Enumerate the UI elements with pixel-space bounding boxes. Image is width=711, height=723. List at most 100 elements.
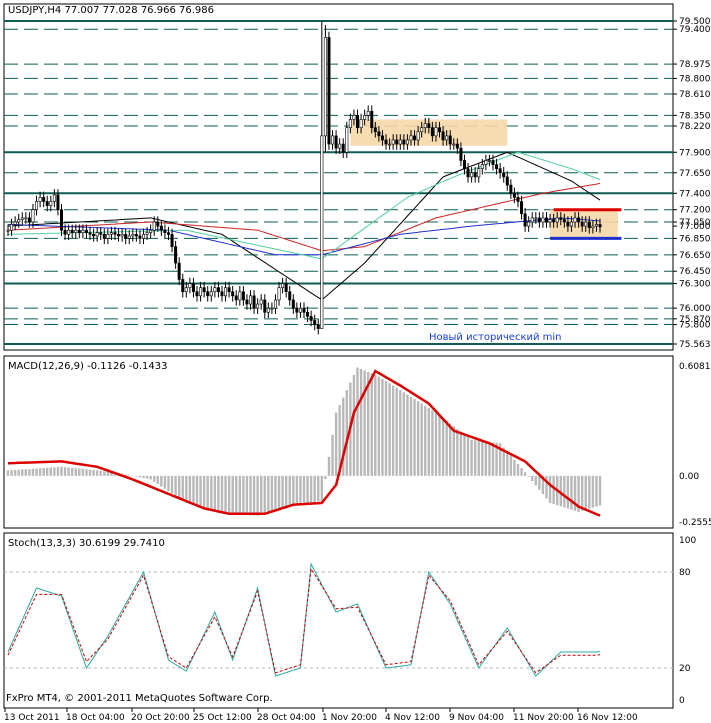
candle-body (152, 221, 156, 231)
macd-histogram-bar (473, 440, 477, 476)
candle-body (434, 127, 438, 137)
macd-histogram-bar (249, 475, 252, 516)
macd-histogram-bar (156, 475, 159, 485)
symbol-info: USDJPY,H4 77.007 77.028 76.966 76.986 (8, 5, 214, 16)
macd-histogram-bar (466, 437, 470, 476)
macd-histogram-bar (281, 475, 284, 509)
price-axis-label: 76.850 (679, 234, 711, 244)
candle-body (320, 135, 324, 329)
macd-histogram-bar (263, 475, 266, 514)
candle-body (498, 168, 502, 174)
candle-body (38, 197, 42, 202)
candle-body (216, 287, 220, 293)
macd-histogram-bar (284, 475, 288, 507)
candle-body (166, 232, 170, 235)
macd-histogram-bar (195, 475, 199, 507)
moving-averages (7, 151, 601, 301)
candle-body (138, 235, 142, 239)
macd-histogram-bar (409, 396, 413, 476)
macd-histogram-bar (31, 468, 35, 476)
macd-histogram-bar (60, 466, 63, 476)
candle-body (49, 201, 53, 206)
macd-histogram-bar (181, 475, 184, 501)
candle-body (99, 232, 103, 235)
candle-body (302, 307, 306, 313)
macd-histogram-bar (481, 441, 484, 476)
macd-histogram-bar (445, 420, 448, 476)
candle-body (327, 37, 331, 145)
candle-body (398, 139, 402, 145)
candle-body (249, 295, 253, 305)
macd-histogram-bar (502, 447, 505, 476)
candle-body (156, 221, 160, 227)
candle-body (6, 229, 10, 232)
macd-histogram-bar (106, 471, 110, 476)
candle-body (231, 291, 235, 297)
price-axis-label: 75.563 (679, 340, 711, 350)
macd-histogram-bar (49, 467, 52, 476)
candle-body (323, 37, 327, 137)
stoch-pane-frame (3, 532, 674, 709)
price-axis-label: 76.450 (679, 267, 711, 277)
time-axis-label: 1 Nov 20:00 (322, 713, 377, 723)
macd-histogram-bar (459, 431, 463, 476)
candle-body (341, 143, 345, 153)
macd-histogram-bar (438, 415, 441, 476)
macd-histogram-bar (595, 475, 598, 507)
candle-body (113, 232, 117, 235)
macd-histogram-bar (570, 475, 573, 510)
candle-body (577, 217, 581, 223)
macd-histogram-bar (302, 475, 306, 504)
price-axis-label: 78.975 (679, 60, 711, 70)
macd-histogram-bar (584, 475, 587, 510)
candle-body (373, 127, 377, 133)
macd-histogram-bar (384, 381, 388, 476)
macd-histogram-bar (188, 475, 192, 505)
candle-body (95, 232, 99, 237)
macd-histogram-bar (391, 385, 395, 476)
macd-histogram-bar (10, 470, 13, 476)
candle-body (413, 135, 417, 141)
price-levels (4, 20, 673, 345)
macd-histogram-bar (78, 468, 81, 476)
candle-body (584, 221, 588, 227)
candle-body (370, 110, 374, 128)
candle-body (573, 217, 577, 223)
macd-histogram-bar (35, 468, 38, 476)
candle-body (74, 229, 78, 233)
macd-histogram-bar (320, 475, 324, 502)
candle-body (124, 234, 128, 239)
macd-histogram-bar (70, 467, 74, 476)
macd-histogram-bar (74, 468, 77, 476)
macd-histogram-bar (220, 475, 224, 514)
macd-histogram-bar (548, 475, 552, 503)
candle-body (334, 135, 338, 149)
macd-histogram-bar (163, 475, 167, 489)
panes (3, 3, 674, 709)
candle-body (366, 110, 370, 116)
macd-histogram-bar (334, 412, 338, 476)
macd-histogram-bar (103, 471, 106, 476)
candle-body (127, 235, 131, 239)
candle-body (348, 119, 352, 128)
time-axis-label: 28 Oct 04:00 (257, 713, 316, 723)
candle-body (391, 139, 395, 145)
macd-histogram-bar (580, 475, 584, 511)
macd-histogram-bar (338, 405, 341, 476)
time-axis-label: 20 Oct 20:00 (131, 713, 190, 723)
stoch-axis-label: 0 (679, 696, 685, 706)
time-axis-label: 18 Oct 04:00 (66, 713, 125, 723)
macd-histogram-bar (552, 475, 555, 505)
candle-body (466, 168, 470, 178)
macd-histogram-bar (342, 397, 345, 476)
candle-body (541, 217, 545, 223)
price-axis-label: 77.000 (679, 222, 711, 232)
macd-histogram-bar (128, 475, 131, 476)
macd-histogram-bar (99, 470, 102, 476)
candle-body (213, 287, 217, 293)
candle-body (402, 139, 406, 145)
macd-histogram-bar (21, 469, 24, 476)
stoch-signal-line (7, 567, 601, 674)
price-axis-label: 78.350 (679, 111, 711, 121)
